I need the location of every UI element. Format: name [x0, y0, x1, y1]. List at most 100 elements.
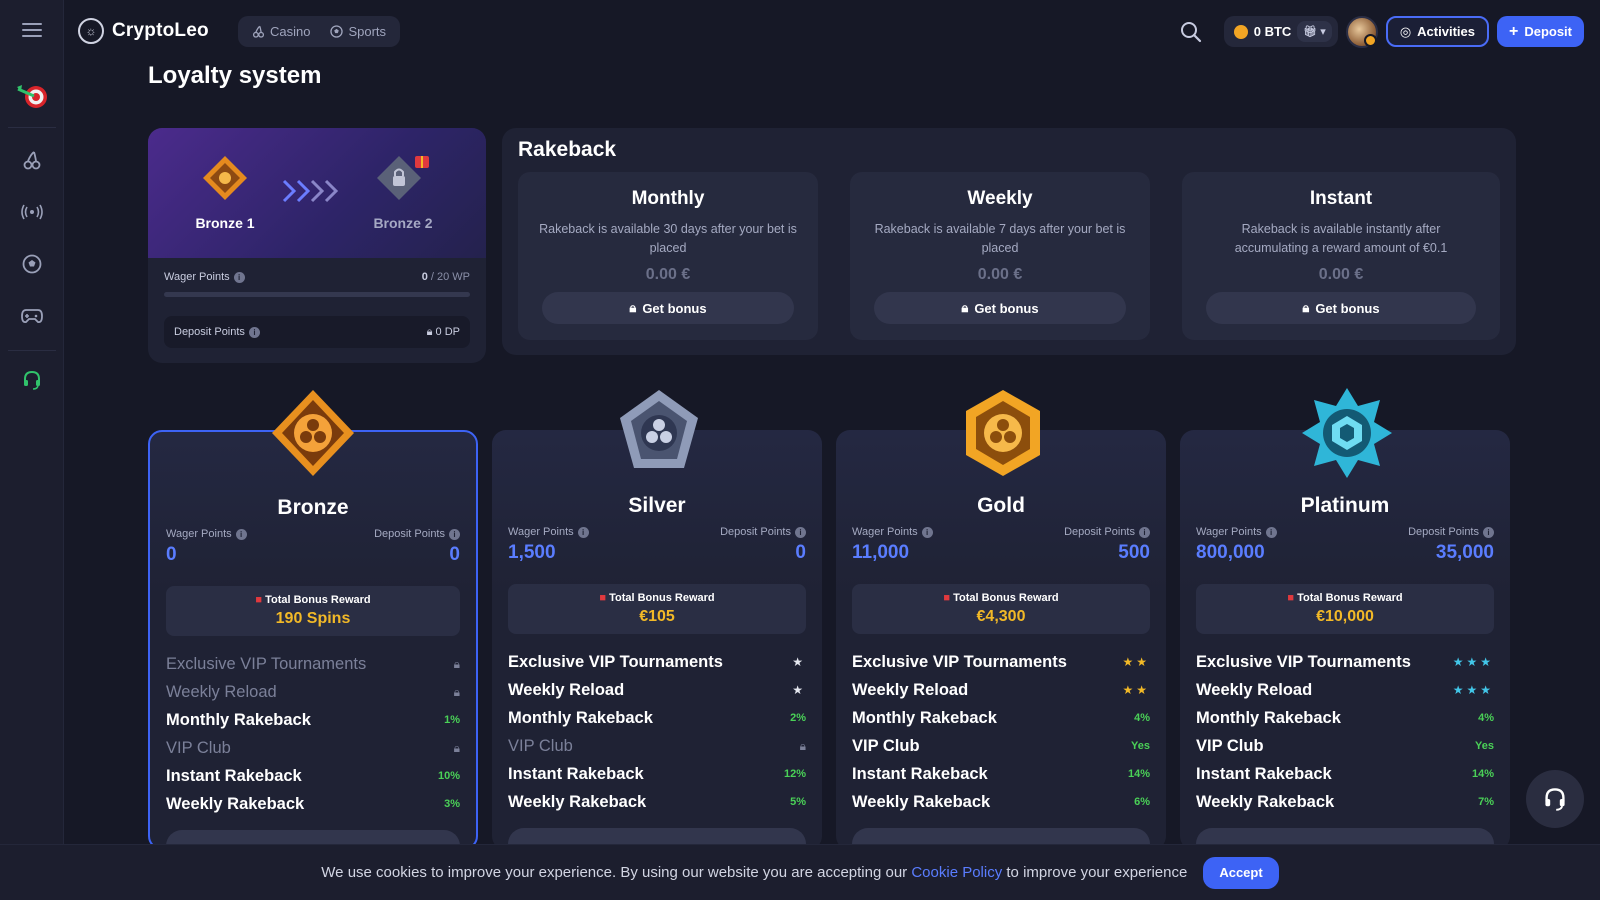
feature-row: Weekly Rakeback 3% — [166, 794, 460, 813]
tier-card-silver: Silver Wager Points i Deposit Points i 1,50… — [492, 430, 822, 850]
avatar[interactable] — [1345, 15, 1378, 48]
feature-row: Monthly Rakeback 4% — [1196, 708, 1494, 727]
info-icon[interactable]: i — [1139, 526, 1150, 538]
wallet-balance[interactable]: 0 BTC 🎁︎ ▾ — [1223, 16, 1338, 47]
star-icon: ★★★ — [1452, 683, 1494, 697]
wager-points-value: 11,000 — [852, 542, 910, 563]
tab-sports-label: Sports — [348, 24, 387, 39]
platinum-tier-badge-icon — [1302, 388, 1392, 478]
tier-name: Bronze — [277, 496, 349, 519]
feature-row: Instant Rakeback 12% — [508, 764, 806, 783]
cherries-icon[interactable] — [0, 140, 64, 180]
get-bonus-button[interactable]: 🔒︎ Get bonus — [874, 292, 1126, 324]
info-icon[interactable]: i — [1265, 526, 1277, 538]
gamepad-icon[interactable] — [0, 296, 64, 336]
feature-row: Weekly Reload 🔒︎ — [166, 682, 460, 701]
total-bonus-reward: ■ Total Bonus Reward €4,300 — [852, 584, 1150, 634]
level-progress-card: Bronze 1 Bronze 2 Wager Points i 0 / 20 W… — [148, 128, 486, 363]
bronze-diamond-icon — [203, 156, 247, 200]
activities-button[interactable]: ◎ Activities — [1385, 16, 1489, 47]
gift-icon: 🎁︎ — [1303, 26, 1318, 38]
search-icon — [1180, 21, 1201, 42]
feature-row: Monthly Rakeback 2% — [508, 708, 806, 727]
rakeback-weekly: Weekly Rakeback is available 7 days afte… — [850, 172, 1150, 340]
rakeback-card-title: Monthly — [631, 188, 705, 209]
page-title: Loyalty system — [148, 62, 322, 89]
deposit-button[interactable]: + Deposit — [1496, 16, 1584, 47]
headset-icon — [1545, 788, 1565, 811]
top-header: ☼ CryptoLeo Casino Sports 0 BTC 🎁︎ ▾ ◎ A… — [64, 0, 1600, 62]
deposit-points-label: Deposit Points — [174, 326, 245, 338]
target-icon: ◎ — [1399, 23, 1412, 39]
info-icon[interactable]: i — [921, 526, 933, 538]
activities-label: Activities — [1417, 24, 1475, 39]
locked-level-icon — [377, 156, 429, 200]
get-bonus-button[interactable]: 🔒︎ Get bonus — [542, 292, 794, 324]
gift-icon: ■ — [255, 594, 263, 606]
feature-row: VIP Club Yes — [852, 736, 1150, 755]
lock-icon: 🔒︎ — [1302, 300, 1310, 315]
progress-arrows-icon — [280, 178, 344, 204]
feature-row: Monthly Rakeback 4% — [852, 708, 1150, 727]
rakeback-title: Rakeback — [518, 138, 617, 161]
info-icon[interactable]: i — [235, 528, 247, 540]
logo[interactable]: ☼ CryptoLeo — [78, 18, 209, 44]
live-broadcast-icon[interactable] — [0, 192, 64, 232]
feature-row: Exclusive VIP Tournaments ★★ — [852, 652, 1150, 671]
info-icon[interactable]: i — [233, 271, 245, 283]
tab-casino[interactable]: Casino — [244, 16, 318, 47]
info-icon[interactable]: i — [577, 526, 589, 538]
logo-text: CryptoLeo — [112, 20, 209, 41]
tier-action-button[interactable] — [166, 830, 460, 848]
deposit-points-value: 0 — [795, 542, 806, 563]
support-headset-icon[interactable] — [0, 360, 64, 400]
tier-card-platinum: Platinum Wager Points i Deposit Points i 80… — [1180, 430, 1510, 850]
soccer-ball-icon — [330, 25, 344, 38]
plus-icon: + — [1508, 22, 1519, 40]
btc-coin-icon — [1233, 24, 1248, 39]
reward-value: €4,300 — [976, 608, 1026, 625]
wager-points-value: 0 / 20 WP — [421, 271, 470, 283]
lock-icon: 🔒︎ — [799, 738, 806, 753]
rakeback-card-desc: Rakeback is available 7 days after your … — [874, 222, 1126, 255]
feature-row: Exclusive VIP Tournaments 🔒︎ — [166, 654, 460, 673]
deposit-points-value: 0 — [449, 544, 460, 565]
feature-row: Instant Rakeback 14% — [852, 764, 1150, 783]
total-bonus-reward: ■ Total Bonus Reward €105 — [508, 584, 806, 634]
rakeback-card-title: Weekly — [967, 188, 1033, 209]
info-icon[interactable]: i — [449, 528, 460, 540]
wager-points-value: 1,500 — [508, 542, 556, 563]
tier-name: Silver — [628, 494, 686, 517]
feature-row: Weekly Reload ★ — [508, 680, 806, 699]
info-icon[interactable]: i — [248, 326, 260, 338]
info-icon[interactable]: i — [1483, 526, 1494, 538]
dart-target-icon[interactable] — [0, 76, 64, 116]
menu-icon[interactable] — [22, 23, 42, 37]
wager-points-label: Wager Points i — [164, 271, 245, 283]
search-button[interactable] — [1176, 17, 1206, 47]
feature-row: Instant Rakeback 10% — [166, 766, 460, 785]
reward-value: €10,000 — [1316, 608, 1374, 625]
gold-tier-badge-icon — [966, 390, 1040, 476]
chevron-down-icon: ▾ — [1320, 26, 1326, 38]
star-icon: ★ — [792, 683, 806, 697]
reward-value: €105 — [639, 608, 675, 625]
rakeback-instant: Instant Rakeback is available instantly … — [1182, 172, 1500, 340]
rakeback-card-value: 0.00 € — [977, 266, 1023, 283]
deposit-points-value: 35,000 — [1435, 542, 1494, 563]
get-bonus-button[interactable]: 🔒︎ Get bonus — [1206, 292, 1476, 324]
cookie-policy-link[interactable]: Cookie Policy — [911, 864, 1003, 881]
support-chat-button[interactable] — [1526, 770, 1584, 828]
soccer-ball-icon[interactable] — [0, 244, 64, 284]
rakeback-card-desc: Rakeback is available instantly after ac… — [1234, 222, 1448, 255]
gift-dropdown[interactable]: 🎁︎ ▾ — [1297, 21, 1332, 42]
cookie-text: We use cookies to improve your experienc… — [321, 864, 1188, 881]
reward-value: 190 Spins — [275, 610, 351, 627]
star-icon: ★★ — [1122, 655, 1150, 669]
tab-sports[interactable]: Sports — [322, 16, 394, 47]
feature-row: Weekly Reload ★★★ — [1196, 680, 1494, 699]
deposit-points-value: 500 — [1118, 542, 1150, 563]
info-icon[interactable]: i — [795, 526, 806, 538]
feature-row: VIP Club Yes — [1196, 736, 1494, 755]
accept-cookies-button[interactable]: Accept — [1203, 856, 1279, 889]
